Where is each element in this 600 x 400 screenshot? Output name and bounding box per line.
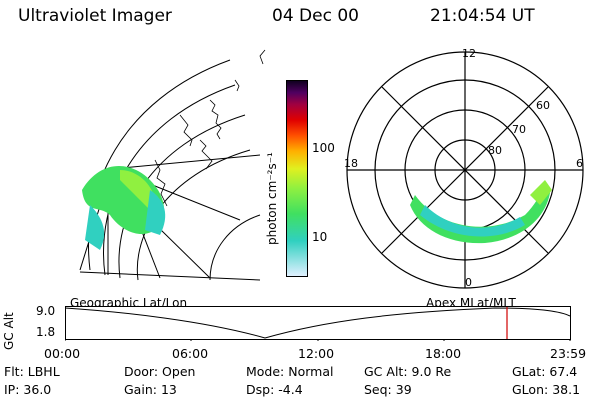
footer-door: Door: Open (124, 364, 195, 379)
gain-value: 13 (160, 382, 177, 397)
footer-mode: Mode: Normal (246, 364, 334, 379)
gcalt-key: GC Alt: (364, 364, 408, 379)
xtick-2359: 23:59 (550, 346, 587, 361)
dsp-value: -4.4 (278, 382, 303, 397)
dsp-key: Dsp: (246, 382, 275, 397)
glon-key: GLon: (512, 382, 549, 397)
flt-value: LBHL (27, 364, 60, 379)
time-label: 21:04:54 UT (430, 6, 535, 26)
xtick-0000: 00:00 (44, 346, 81, 361)
lat-label-60: 60 (536, 99, 550, 112)
polar-plot: 12 18 6 0 60 70 80 (344, 47, 584, 289)
gc-alt-ytick-bottom: 1.8 (36, 325, 56, 339)
glon-value: 38.1 (552, 382, 581, 397)
door-key: Door: (124, 364, 159, 379)
footer-gcalt: GC Alt: 9.0 Re (364, 364, 451, 379)
geo-aurora (82, 166, 166, 250)
gcalt-value: 9.0 Re (411, 364, 452, 379)
xtick-1200: 12:00 (298, 346, 335, 361)
ip-value: 36.0 (23, 382, 52, 397)
colorbar (286, 80, 308, 277)
mode-value: Normal (288, 364, 334, 379)
footer-glat: GLat: 67.4 (512, 364, 577, 379)
door-value: Open (162, 364, 196, 379)
footer-seq: Seq: 39 (364, 382, 412, 397)
gc-alt-chart (65, 306, 571, 341)
footer-ip: IP: 36.0 (4, 382, 51, 397)
mode-key: Mode: (246, 364, 285, 379)
footer-dsp: Dsp: -4.4 (246, 382, 303, 397)
gc-alt-ylabel: GC Alt (2, 312, 16, 350)
glat-key: GLat: (512, 364, 546, 379)
seq-value: 39 (395, 382, 412, 397)
lat-label-70: 70 (512, 123, 526, 136)
colorbar-unit-label: photon cm⁻²s⁻¹ (265, 152, 279, 245)
seq-key: Seq: (364, 382, 392, 397)
xtick-1800: 18:00 (425, 346, 462, 361)
lat-label-80: 80 (488, 144, 502, 157)
mlt-label-bottom: 0 (465, 276, 472, 289)
gain-key: Gain: (124, 382, 157, 397)
mlt-label-left: 18 (344, 157, 358, 170)
footer-glon: GLon: 38.1 (512, 382, 580, 397)
flt-key: Flt: (4, 364, 24, 379)
ip-key: IP: (4, 382, 20, 397)
date-label: 04 Dec 00 (272, 6, 359, 26)
footer-flt: Flt: LBHL (4, 364, 60, 379)
footer-gain: Gain: 13 (124, 382, 177, 397)
colorbar-tick-10: 10 (312, 230, 328, 244)
polar-aurora (410, 180, 552, 244)
geographic-map (79, 49, 266, 281)
gc-alt-ytick-top: 9.0 (36, 304, 56, 318)
mlt-label-right: 6 (576, 157, 583, 170)
xtick-0600: 06:00 (172, 346, 209, 361)
colorbar-tick-100: 100 (312, 141, 335, 155)
mlt-label-top: 12 (462, 47, 476, 60)
instrument-title: Ultraviolet Imager (18, 6, 172, 26)
glat-value: 67.4 (549, 364, 578, 379)
